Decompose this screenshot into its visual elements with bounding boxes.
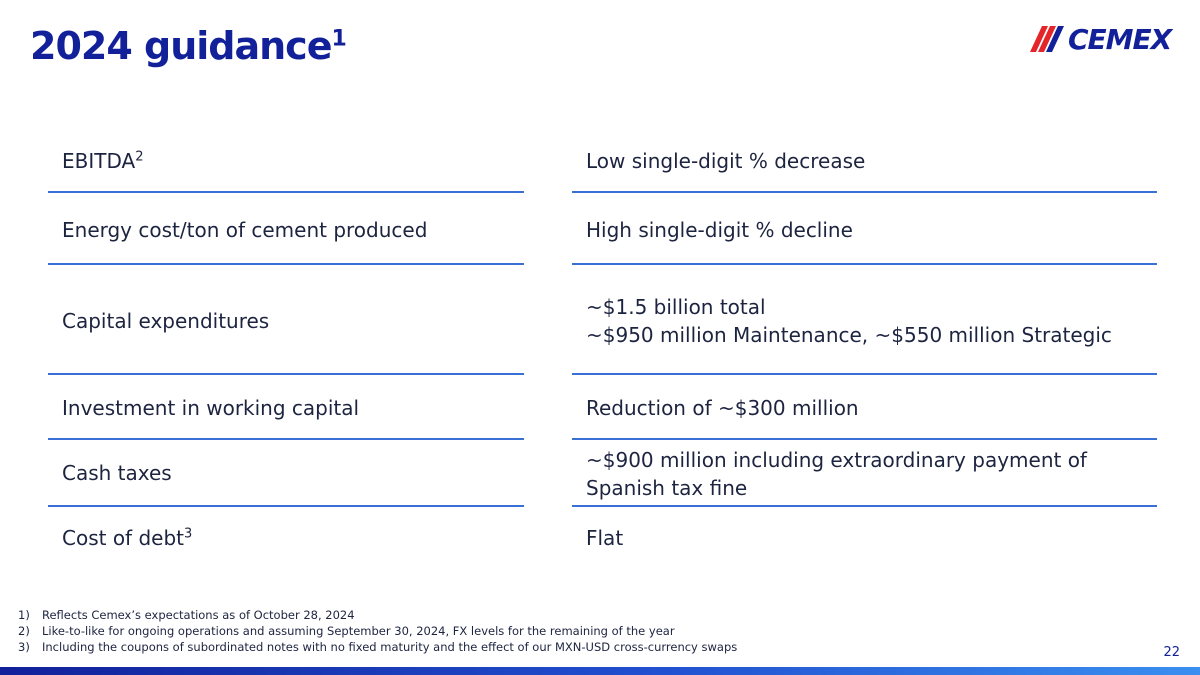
row-divider: [572, 191, 1157, 193]
row-label: Energy cost/ton of cement produced: [62, 218, 428, 242]
footnotes: 1) Reflects Cemex’s expectations as of Oc…: [18, 607, 737, 655]
row-value: High single-digit % decline: [586, 218, 853, 242]
row-value: Flat: [586, 526, 624, 550]
row-divider: [48, 191, 524, 193]
row-value: Low single-digit % decrease: [586, 149, 866, 173]
footnote: 3) Including the coupons of subordinated …: [18, 640, 738, 654]
row-divider: [572, 438, 1157, 440]
row-divider: [48, 263, 524, 265]
row-divider: [572, 505, 1157, 507]
cemex-slash-icon: [1030, 26, 1064, 52]
row-label: Cost of debt3: [62, 526, 193, 550]
footnote-marker: 3: [184, 526, 193, 542]
row-label: EBITDA2: [62, 149, 144, 173]
cemex-logo: CEMEX: [1030, 22, 1190, 56]
page-title: 2024 guidance1: [30, 24, 347, 68]
row-label: Cash taxes: [62, 461, 172, 485]
bottom-accent-bar: [0, 667, 1200, 675]
row-divider: [48, 373, 524, 375]
footnote: 1) Reflects Cemex’s expectations as of Oc…: [18, 608, 355, 622]
footnote: 2) Like-to-like for ongoing operations an…: [18, 624, 675, 638]
row-divider: [572, 263, 1157, 265]
logo-wordmark: CEMEX: [1068, 22, 1172, 56]
row-divider: [48, 505, 524, 507]
row-value: ~$1.5 billion total ~$950 million Mainte…: [586, 295, 1112, 347]
row-label: Capital expenditures: [62, 309, 270, 333]
page-number: 22: [1163, 645, 1180, 660]
row-value: Reduction of ~$300 million: [586, 396, 859, 420]
title-footnote-marker: 1: [331, 26, 346, 52]
row-label: Investment in working capital: [62, 396, 360, 420]
row-value: ~$900 million including extraordinary pa…: [586, 448, 1087, 500]
title-text: 2024 guidance: [30, 24, 332, 68]
row-divider: [48, 438, 524, 440]
footnote-marker: 2: [135, 149, 144, 165]
row-divider: [572, 373, 1157, 375]
